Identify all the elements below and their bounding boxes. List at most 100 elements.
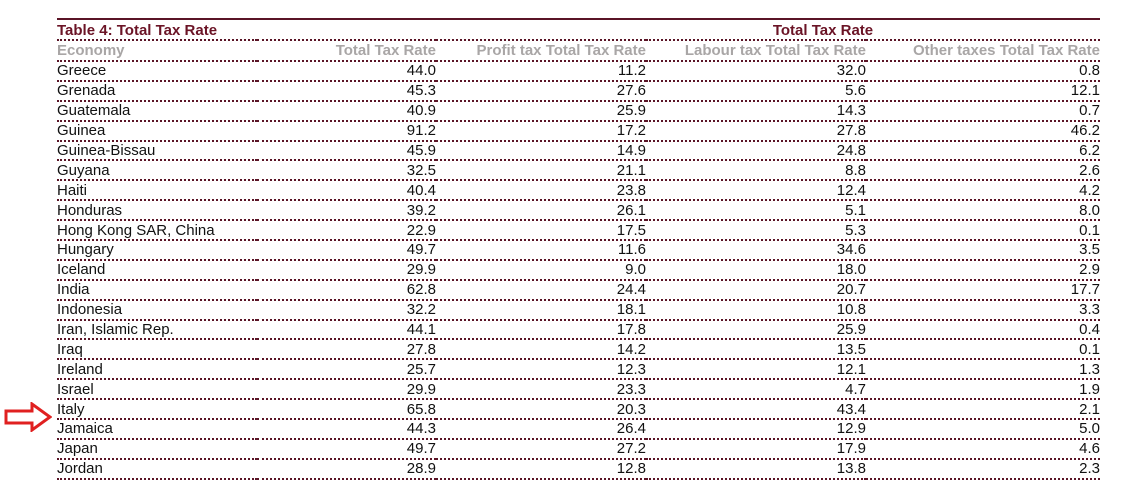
table-title: Table 4: Total Tax Rate	[57, 21, 436, 41]
value-cell: 13.5	[646, 339, 866, 361]
table-row: Jamaica 44.3 26.4 12.9 5.0	[57, 419, 1100, 440]
value-cell: 13.8	[646, 458, 866, 480]
value-cell: 32.2	[257, 299, 436, 321]
value-cell: 34.6	[646, 240, 866, 261]
table-row: Honduras 39.2 26.1 5.1 8.0	[57, 200, 1100, 222]
value-cell: 2.6	[866, 160, 1100, 182]
arrow-right-icon	[4, 401, 53, 437]
economy-cell: Iceland	[57, 259, 257, 281]
value-cell: 3.3	[866, 299, 1100, 321]
value-cell: 2.9	[866, 259, 1100, 281]
value-cell: 43.4	[646, 399, 866, 421]
value-cell: 26.4	[436, 419, 646, 440]
value-cell: 12.1	[866, 80, 1100, 102]
value-cell: 5.0	[866, 419, 1100, 440]
economy-cell: Guinea-Bissau	[57, 140, 257, 162]
economy-cell: Ireland	[57, 359, 257, 381]
economy-cell: Jordan	[57, 458, 257, 480]
value-cell: 24.4	[436, 279, 646, 301]
value-cell: 23.8	[436, 180, 646, 202]
column-header-row: Economy Total Tax Rate Profit tax Total Ta…	[57, 40, 1100, 62]
table-row: Hong Kong SAR, China 22.9 17.5 5.3 0.1	[57, 220, 1100, 242]
table-row: Jordan 28.9 12.8 13.8 2.3	[57, 458, 1100, 480]
group-header: Total Tax Rate	[436, 21, 1100, 41]
value-cell: 44.3	[257, 419, 436, 440]
total-tax-rate-table: Table 4: Total Tax Rate Total Tax Rate E…	[57, 21, 1100, 480]
value-cell: 0.8	[866, 61, 1100, 82]
value-cell: 5.6	[646, 80, 866, 102]
value-cell: 17.9	[646, 438, 866, 460]
value-cell: 27.2	[436, 438, 646, 460]
value-cell: 17.8	[436, 319, 646, 341]
value-cell: 39.2	[257, 200, 436, 222]
value-cell: 12.3	[436, 359, 646, 381]
economy-cell: Guinea	[57, 120, 257, 142]
value-cell: 12.4	[646, 180, 866, 202]
column-header: Other taxes Total Tax Rate	[866, 40, 1100, 62]
value-cell: 1.9	[866, 379, 1100, 401]
value-cell: 49.7	[257, 438, 436, 460]
column-header: Labour tax Total Tax Rate	[646, 40, 866, 62]
economy-cell: Greece	[57, 61, 257, 82]
value-cell: 45.3	[257, 80, 436, 102]
value-cell: 23.3	[436, 379, 646, 401]
value-cell: 44.1	[257, 319, 436, 341]
value-cell: 8.8	[646, 160, 866, 182]
economy-cell: Hungary	[57, 240, 257, 261]
value-cell: 9.0	[436, 259, 646, 281]
economy-cell: Hong Kong SAR, China	[57, 220, 257, 242]
value-cell: 40.4	[257, 180, 436, 202]
value-cell: 8.0	[866, 200, 1100, 222]
value-cell: 4.6	[866, 438, 1100, 460]
value-cell: 18.0	[646, 259, 866, 281]
value-cell: 14.3	[646, 100, 866, 122]
value-cell: 29.9	[257, 259, 436, 281]
economy-cell: Jamaica	[57, 419, 257, 440]
table-row: Grenada 45.3 27.6 5.6 12.1	[57, 80, 1100, 102]
value-cell: 21.1	[436, 160, 646, 182]
value-cell: 17.7	[866, 279, 1100, 301]
table-row: Haiti 40.4 23.8 12.4 4.2	[57, 180, 1100, 202]
value-cell: 44.0	[257, 61, 436, 82]
value-cell: 0.1	[866, 220, 1100, 242]
value-cell: 32.0	[646, 61, 866, 82]
column-header: Profit tax Total Tax Rate	[436, 40, 646, 62]
economy-cell: Guyana	[57, 160, 257, 182]
value-cell: 5.3	[646, 220, 866, 242]
value-cell: 62.8	[257, 279, 436, 301]
value-cell: 12.9	[646, 419, 866, 440]
value-cell: 22.9	[257, 220, 436, 242]
value-cell: 10.8	[646, 299, 866, 321]
value-cell: 49.7	[257, 240, 436, 261]
table-row: India 62.8 24.4 20.7 17.7	[57, 279, 1100, 301]
economy-cell: Honduras	[57, 200, 257, 222]
table-row: Ireland 25.7 12.3 12.1 1.3	[57, 359, 1100, 381]
value-cell: 0.1	[866, 339, 1100, 361]
column-header: Total Tax Rate	[257, 40, 436, 62]
value-cell: 25.9	[646, 319, 866, 341]
economy-cell: Italy	[57, 399, 257, 421]
value-cell: 4.7	[646, 379, 866, 401]
value-cell: 20.7	[646, 279, 866, 301]
value-cell: 0.4	[866, 319, 1100, 341]
value-cell: 27.8	[646, 120, 866, 142]
economy-cell: Haiti	[57, 180, 257, 202]
table-row: Hungary 49.7 11.6 34.6 3.5	[57, 240, 1100, 261]
table-row: Iran, Islamic Rep. 44.1 17.8 25.9 0.4	[57, 319, 1100, 341]
value-cell: 25.7	[257, 359, 436, 381]
table-row: Iraq 27.8 14.2 13.5 0.1	[57, 339, 1100, 361]
economy-cell: Japan	[57, 438, 257, 460]
value-cell: 2.1	[866, 399, 1100, 421]
economy-cell: Iraq	[57, 339, 257, 361]
value-cell: 4.2	[866, 180, 1100, 202]
value-cell: 3.5	[866, 240, 1100, 261]
value-cell: 25.9	[436, 100, 646, 122]
value-cell: 24.8	[646, 140, 866, 162]
value-cell: 17.2	[436, 120, 646, 142]
value-cell: 12.1	[646, 359, 866, 381]
table-row: Iceland 29.9 9.0 18.0 2.9	[57, 259, 1100, 281]
value-cell: 11.2	[436, 61, 646, 82]
value-cell: 6.2	[866, 140, 1100, 162]
column-header: Economy	[57, 40, 257, 62]
table-row: Italy 65.8 20.3 43.4 2.1	[57, 399, 1100, 421]
